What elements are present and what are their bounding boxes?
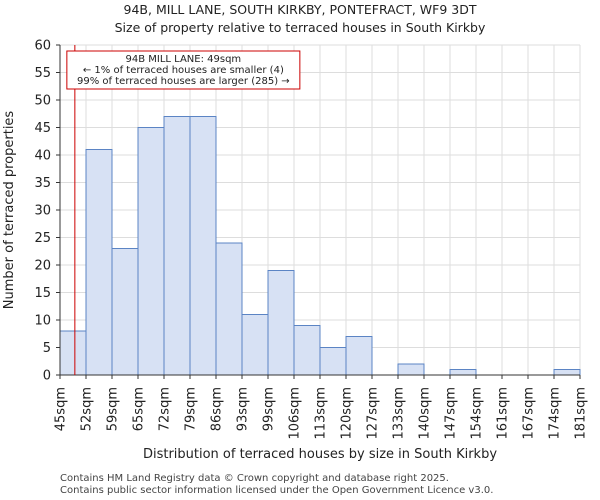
axis-layer: 0 5 10 15 20 25 30 35 40 45 50 55 60 45sqm 52sqm 59sqm 6… [2, 39, 589, 463]
annotation-line-2: ← 1% of terraced houses are smaller (4) [83, 65, 284, 76]
y-tick-label: 45 [34, 121, 51, 136]
histogram-bar [189, 116, 217, 376]
marker-layer: 94B MILL LANE: 49sqm← 1% of terraced hou… [66, 45, 301, 375]
histogram-bar [449, 369, 477, 376]
x-tick-label: 72sqm [158, 387, 173, 431]
x-tick-label: 147sqm [444, 387, 459, 440]
x-tick-label: 174sqm [548, 387, 563, 440]
y-tick-label: 50 [34, 94, 51, 109]
x-tick-label: 99sqm [262, 387, 277, 431]
histogram-bar [241, 314, 269, 376]
histogram-chart: 0 5 10 15 20 25 30 35 40 45 50 55 60 45sqm 52sqm 59sqm 6… [2, 39, 589, 463]
x-tick-label: 86sqm [210, 387, 225, 431]
y-tick-label: 5 [43, 341, 51, 356]
histogram-bar [85, 149, 113, 376]
x-tick-label: 140sqm [418, 387, 433, 440]
x-tick-label: 106sqm [288, 387, 303, 440]
x-tick-label: 45sqm [54, 387, 69, 431]
annotation-line-3: 99% of terraced houses are larger (285) … [77, 76, 290, 87]
x-tick-label: 120sqm [340, 387, 355, 440]
x-tick-label: 154sqm [470, 387, 485, 440]
x-tick-label: 181sqm [574, 387, 589, 440]
histogram-bar [111, 248, 139, 376]
y-tick-label: 35 [34, 176, 51, 191]
footer-line-1: Contains HM Land Registry data © Crown c… [60, 473, 449, 484]
histogram-bar [215, 242, 243, 376]
x-tick-label: 52sqm [80, 387, 95, 431]
histogram-bar [293, 325, 321, 376]
x-tick-label: 127sqm [366, 387, 381, 440]
y-tick-label: 15 [34, 286, 51, 301]
y-tick-label: 60 [34, 39, 51, 54]
annotation-box [66, 50, 301, 90]
x-tick-label: 79sqm [184, 387, 199, 431]
y-tick-label: 25 [34, 231, 51, 246]
histogram-bar [553, 369, 581, 376]
y-tick-label: 55 [34, 66, 51, 81]
histogram-bar [319, 347, 347, 376]
histogram-bar [267, 270, 295, 376]
x-tick-label: 167sqm [522, 387, 537, 440]
y-axis-title: Number of terraced properties [2, 111, 17, 310]
x-tick-label: 133sqm [392, 387, 407, 440]
x-tick-label: 161sqm [496, 387, 511, 440]
annotation-line-1: 94B MILL LANE: 49sqm [126, 54, 242, 65]
histogram-bar [163, 116, 191, 376]
y-tick-label: 0 [43, 369, 51, 384]
x-tick-label: 93sqm [236, 387, 251, 431]
x-tick-label: 59sqm [106, 387, 121, 431]
x-tick-label: 113sqm [314, 387, 329, 440]
bar-layer [59, 116, 581, 376]
histogram-bar [137, 127, 165, 376]
footer-line-2: Contains public sector information licen… [60, 485, 494, 496]
histogram-bar [59, 330, 87, 376]
y-tick-label: 40 [34, 149, 51, 164]
y-tick-label: 30 [34, 204, 51, 219]
x-axis-title: Distribution of terraced houses by size … [143, 447, 497, 462]
y-tick-label: 10 [34, 314, 51, 329]
chart-subtitle: Size of property relative to terraced ho… [114, 20, 486, 35]
y-tick-label: 20 [34, 259, 51, 274]
histogram-bar [397, 363, 425, 376]
chart-title: 94B, MILL LANE, SOUTH KIRKBY, PONTEFRACT… [123, 2, 477, 17]
x-tick-label: 65sqm [132, 387, 147, 431]
histogram-bar [345, 336, 373, 376]
